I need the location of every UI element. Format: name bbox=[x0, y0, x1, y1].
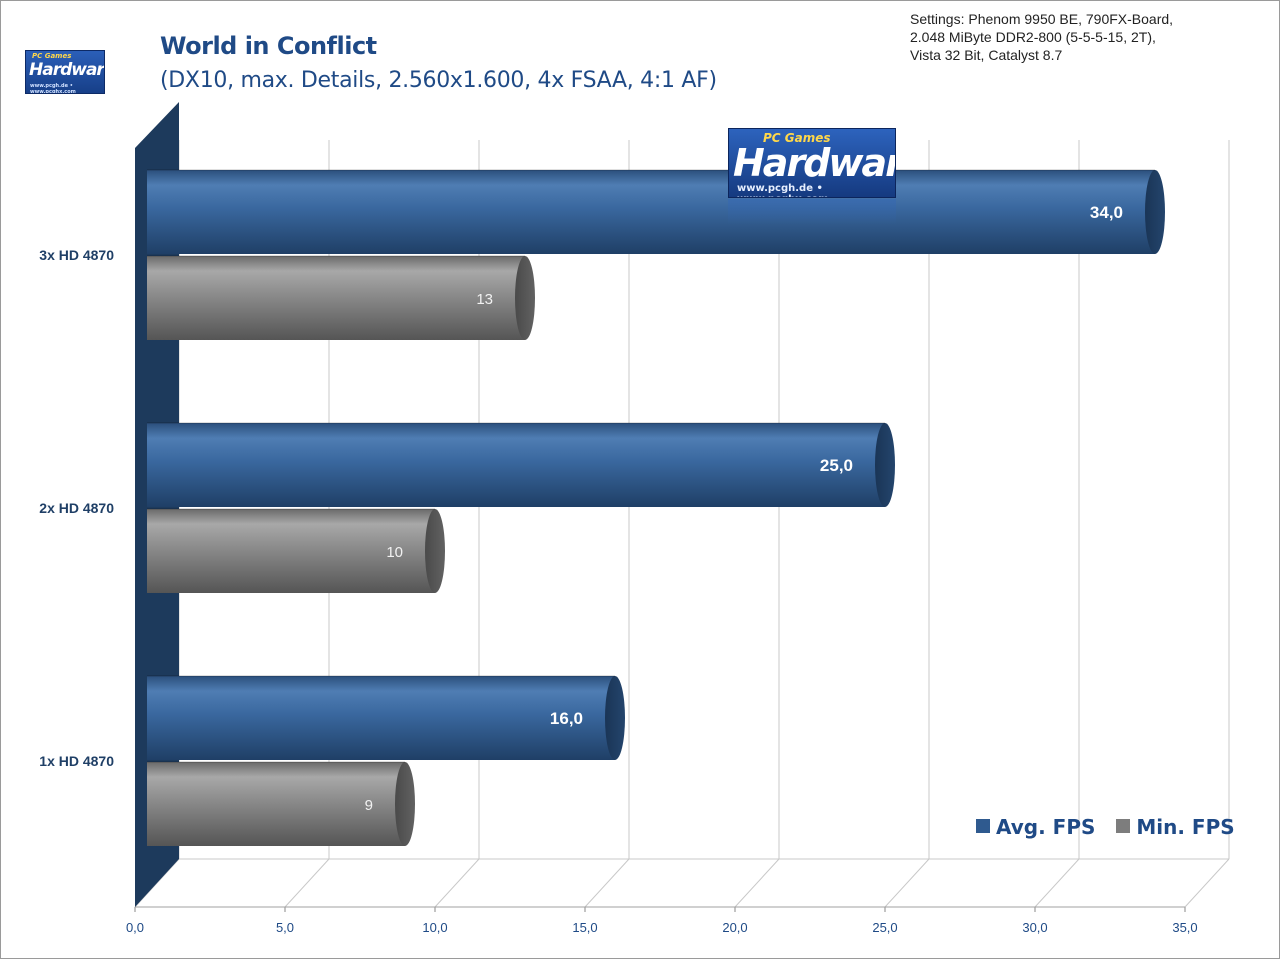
legend-item-min: Min. FPS bbox=[1116, 815, 1235, 839]
legend-swatch-avg bbox=[976, 819, 990, 833]
settings-line: Settings: Phenom 9950 BE, 790FX-Board, bbox=[910, 11, 1174, 27]
bar-end-cap bbox=[1145, 170, 1165, 254]
watermark-main-text: Hardware bbox=[733, 141, 895, 185]
legend-label-min: Min. FPS bbox=[1136, 815, 1235, 839]
data-label: 34,0 bbox=[1090, 203, 1123, 222]
bar-min bbox=[147, 256, 525, 340]
floor-gridline bbox=[1034, 858, 1080, 908]
floor-gridline bbox=[584, 858, 630, 908]
legend-item-avg: Avg. FPS bbox=[976, 815, 1095, 839]
x-tick-label: 10,0 bbox=[422, 920, 447, 935]
chart-subtitle: (DX10, max. Details, 2.560x1.600, 4x FSA… bbox=[160, 68, 717, 93]
x-tick-label: 35,0 bbox=[1172, 920, 1197, 935]
logo-url-text: www.pcgh.de • www.pcghx.com bbox=[30, 83, 76, 94]
settings-line: Vista 32 Bit, Catalyst 8.7 bbox=[910, 47, 1063, 63]
bar-avg bbox=[147, 170, 1155, 254]
watermark-url-text: www.pcgh.de • www.pcghx.com bbox=[737, 183, 829, 197]
hardware-watermark: PC Games Hardware www.pcgh.de • www.pcgh… bbox=[728, 128, 896, 198]
floor-gridline bbox=[1184, 858, 1230, 908]
settings-line: 2.048 MiByte DDR2-800 (5-5-5-15, 2T), bbox=[910, 29, 1156, 45]
legend-label-avg: Avg. FPS bbox=[996, 815, 1096, 839]
x-tick-label: 25,0 bbox=[872, 920, 897, 935]
bar-end-cap bbox=[605, 676, 625, 760]
bar-avg bbox=[147, 423, 885, 507]
settings-note: Settings: Phenom 9950 BE, 790FX-Board, 2… bbox=[910, 10, 1173, 64]
watermark-top-text: PC Games bbox=[763, 131, 831, 145]
bar-end-cap bbox=[875, 423, 895, 507]
legend-swatch-min bbox=[1116, 819, 1131, 833]
floor-gridline bbox=[284, 858, 330, 908]
x-tick-label: 30,0 bbox=[1022, 920, 1047, 935]
logo-top-text: PC Games bbox=[32, 52, 72, 60]
bar-min bbox=[147, 509, 435, 593]
x-tick-label: 20,0 bbox=[722, 920, 747, 935]
chart-title: World in Conflict bbox=[160, 32, 377, 60]
floor-gridline bbox=[734, 858, 780, 908]
bar-end-cap bbox=[515, 256, 535, 340]
watermark-reflection bbox=[728, 199, 896, 225]
bar-avg bbox=[147, 676, 615, 760]
data-label: 16,0 bbox=[550, 709, 583, 728]
data-label: 13 bbox=[476, 291, 493, 308]
category-label: 1x HD 4870 bbox=[39, 753, 114, 769]
category-label: 2x HD 4870 bbox=[39, 500, 114, 516]
pcgh-logo: PC Games Hardware www.pcgh.de • www.pcgh… bbox=[25, 50, 105, 94]
data-label: 9 bbox=[365, 797, 373, 814]
legend: Avg. FPS Min. FPS bbox=[976, 815, 1249, 839]
data-label: 10 bbox=[386, 544, 403, 561]
x-tick-label: 5,0 bbox=[276, 920, 294, 935]
category-label: 3x HD 4870 bbox=[39, 247, 114, 263]
logo-main-text: Hardware bbox=[29, 60, 104, 80]
x-tick-label: 0,0 bbox=[126, 920, 144, 935]
x-tick-label: 15,0 bbox=[572, 920, 597, 935]
floor-gridline bbox=[434, 858, 480, 908]
bar-end-cap bbox=[425, 509, 445, 593]
bar-end-cap bbox=[395, 762, 415, 846]
data-label: 25,0 bbox=[820, 456, 853, 475]
bar-min bbox=[147, 762, 405, 846]
floor-gridline bbox=[884, 858, 930, 908]
